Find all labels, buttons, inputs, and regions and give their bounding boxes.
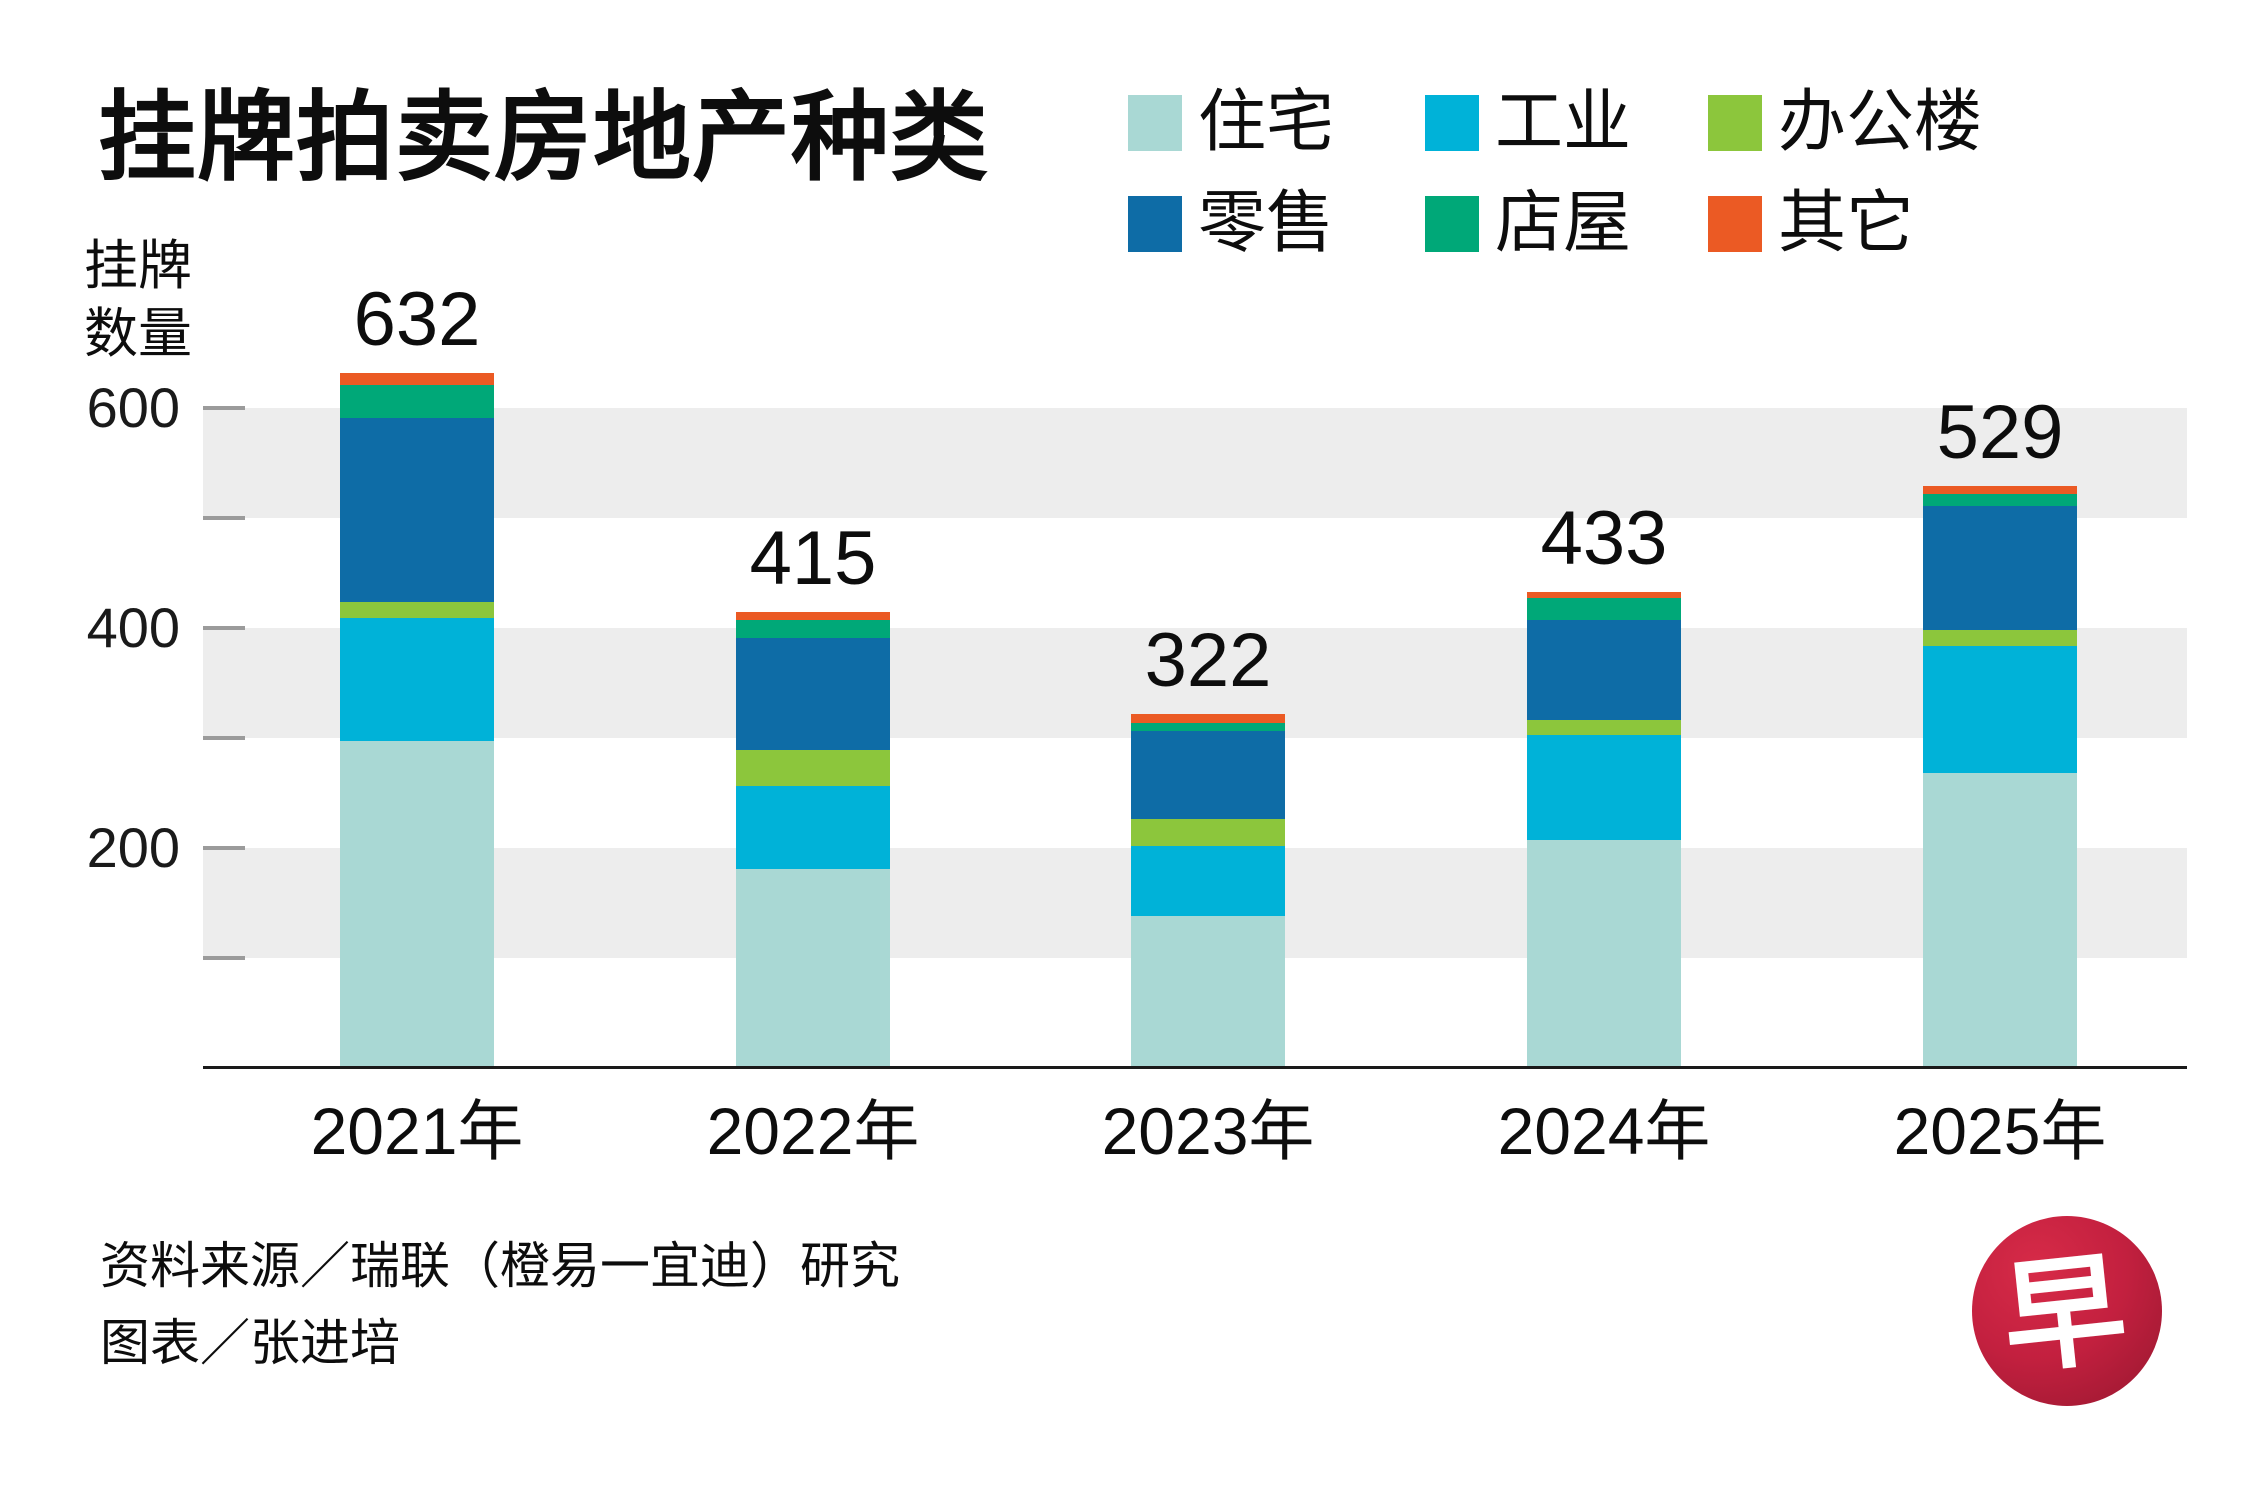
bar-segment-住宅 xyxy=(1131,916,1285,1068)
y-axis-tick-label: 200 xyxy=(86,816,180,879)
bar-segment-办公楼 xyxy=(1131,819,1285,846)
x-axis-category-label: 2024年 xyxy=(1497,1094,1711,1168)
bar-segment-店屋 xyxy=(1923,493,2077,506)
legend-swatch-icon xyxy=(1708,196,1762,252)
y-axis-title-line2: 数量 xyxy=(84,304,192,364)
y-axis-tick-label: 600 xyxy=(86,376,180,439)
x-axis-category-label: 2025年 xyxy=(1893,1094,2107,1168)
bar-segment-工业 xyxy=(340,618,494,742)
legend-label: 办公楼 xyxy=(1778,84,1983,160)
legend-swatch-icon xyxy=(1128,95,1182,151)
bar-segment-零售 xyxy=(340,417,494,602)
x-axis-category-label: 2022年 xyxy=(706,1094,920,1168)
bar-segment-工业 xyxy=(736,786,890,869)
bar-segment-办公楼 xyxy=(1527,720,1681,735)
legend-swatch-icon xyxy=(1708,95,1762,151)
x-axis-line xyxy=(203,1066,2187,1069)
x-axis-category-label: 2021年 xyxy=(310,1094,524,1168)
bar-total-label: 529 xyxy=(1936,390,2064,476)
credit-line: 图表／张进培 xyxy=(100,1315,400,1371)
zaobao-logo: 早 xyxy=(1972,1216,2162,1406)
bar-segment-店屋 xyxy=(736,620,890,638)
y-axis-tick xyxy=(203,406,245,410)
y-axis-tick xyxy=(203,956,245,960)
y-axis-tick xyxy=(203,846,245,850)
bar-segment-店屋 xyxy=(1131,722,1285,732)
bar-total-label: 632 xyxy=(353,276,481,362)
bar-segment-住宅 xyxy=(340,741,494,1068)
bar-segment-办公楼 xyxy=(1923,630,2077,646)
bar-segment-零售 xyxy=(1923,505,2077,631)
bar-segment-其它 xyxy=(1923,486,2077,494)
bar-segment-工业 xyxy=(1923,645,2077,774)
bar-segment-零售 xyxy=(1131,731,1285,820)
legend-label: 住宅 xyxy=(1198,84,1335,160)
bar-segment-住宅 xyxy=(736,868,890,1068)
legend-label: 其它 xyxy=(1778,185,1915,261)
bar-segment-住宅 xyxy=(1923,773,2077,1068)
bar-segment-办公楼 xyxy=(736,750,890,787)
bar-segment-其它 xyxy=(1527,591,1681,599)
bar-segment-店屋 xyxy=(340,384,494,418)
bar-segment-工业 xyxy=(1131,845,1285,917)
bar-total-label: 433 xyxy=(1540,495,1668,581)
y-axis-title: 挂牌 数量 xyxy=(84,232,192,368)
zaobao-logo-character: 早 xyxy=(1996,1239,2133,1388)
grid-band xyxy=(203,408,2187,518)
bar-segment-工业 xyxy=(1527,734,1681,841)
y-axis-tick-label: 400 xyxy=(86,596,180,659)
legend-swatch-icon xyxy=(1425,95,1479,151)
y-axis-tick xyxy=(203,626,245,630)
bar-segment-其它 xyxy=(1131,713,1285,723)
bar-segment-零售 xyxy=(736,637,890,751)
x-axis-category-label: 2023年 xyxy=(1101,1094,1315,1168)
source-credit: 资料来源／瑞联（橙易一宜迪）研究 图表／张进培 xyxy=(100,1228,900,1382)
legend-label: 店屋 xyxy=(1495,185,1632,261)
bar-segment-其它 xyxy=(736,611,890,621)
legend-label: 零售 xyxy=(1198,185,1335,261)
bar-total-label: 322 xyxy=(1144,617,1272,703)
bar-segment-店屋 xyxy=(1527,598,1681,621)
legend-swatch-icon xyxy=(1128,196,1182,252)
y-axis-tick xyxy=(203,736,245,740)
bar-segment-零售 xyxy=(1527,620,1681,721)
y-axis-title-line1: 挂牌 xyxy=(84,236,192,296)
page-title: 挂牌拍卖房地产种类 xyxy=(98,82,990,192)
source-line: 资料来源／瑞联（橙易一宜迪）研究 xyxy=(100,1238,900,1294)
bar-segment-住宅 xyxy=(1527,840,1681,1068)
bar-segment-其它 xyxy=(340,372,494,385)
legend-swatch-icon xyxy=(1425,196,1479,252)
legend-label: 工业 xyxy=(1495,84,1632,160)
bar-total-label: 415 xyxy=(749,515,877,601)
y-axis-tick xyxy=(203,516,245,520)
bar-segment-办公楼 xyxy=(340,601,494,619)
